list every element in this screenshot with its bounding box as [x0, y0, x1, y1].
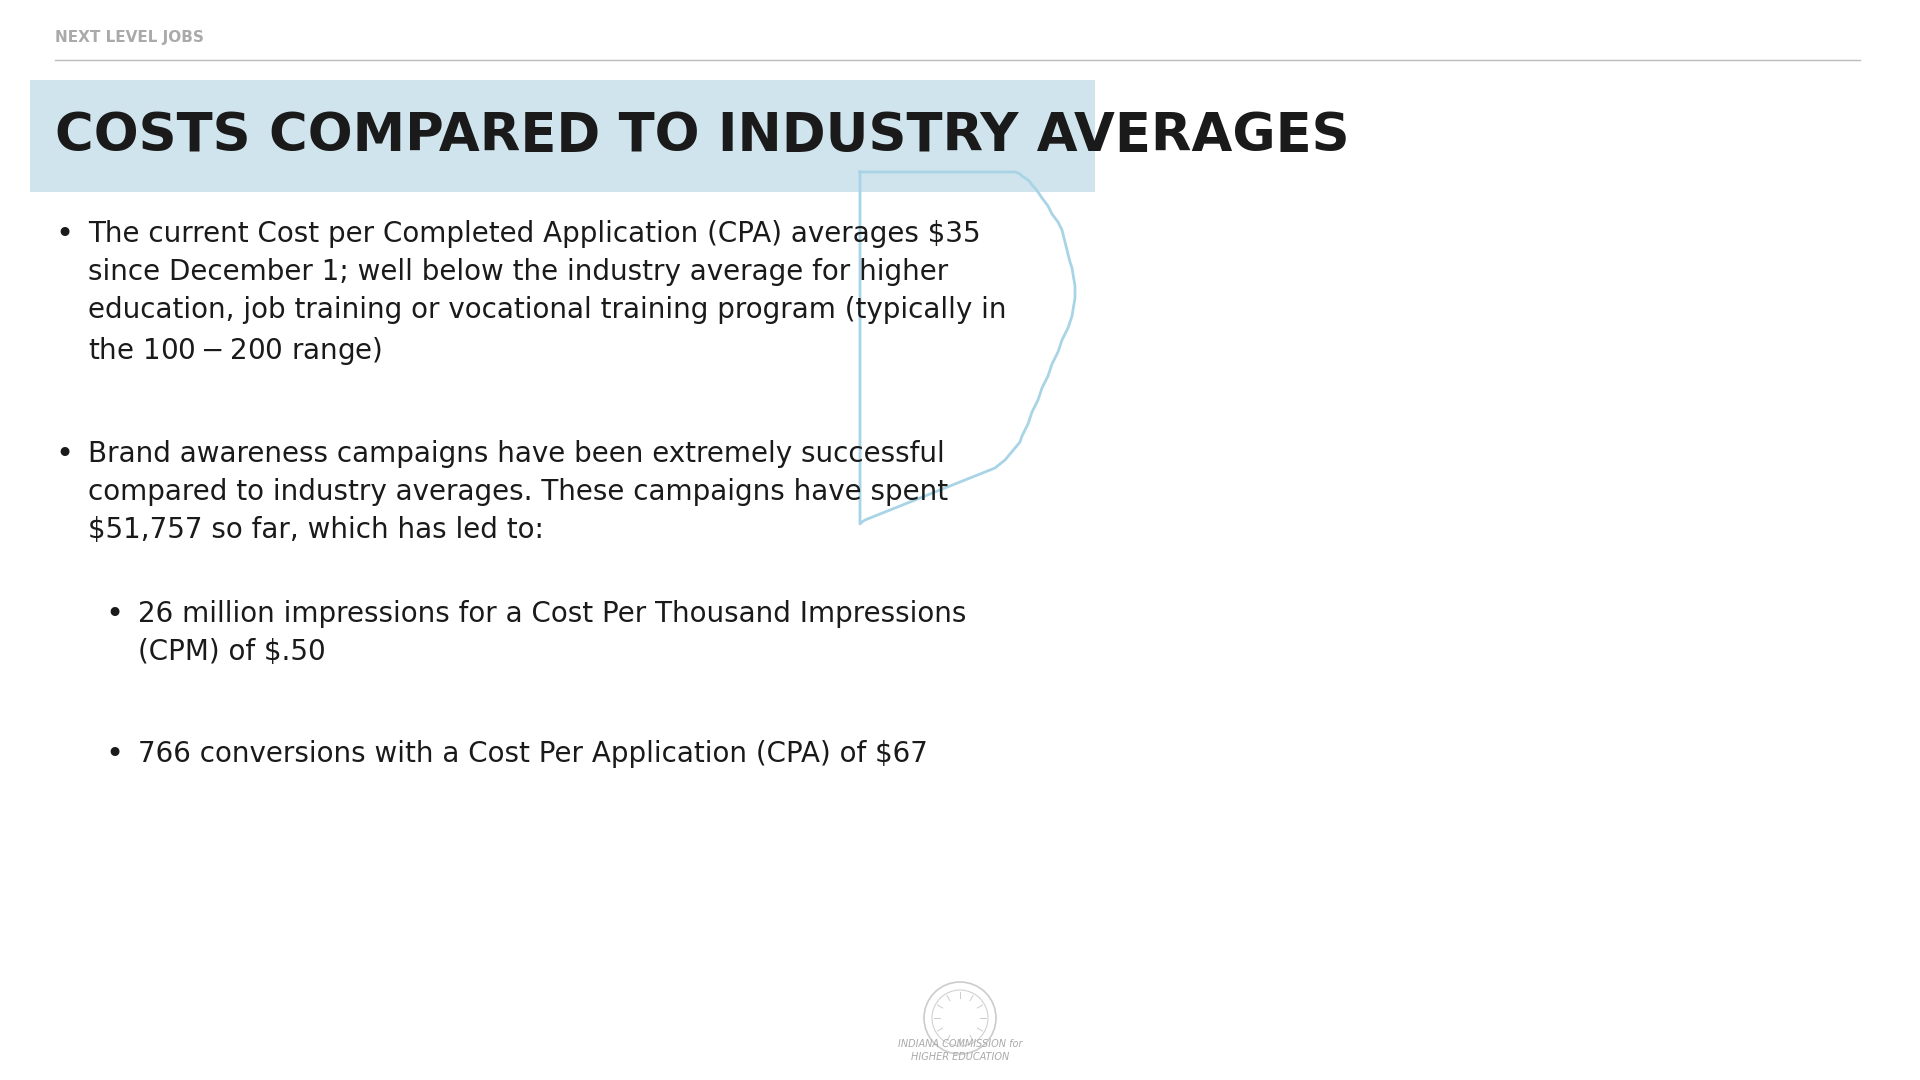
Text: Brand awareness campaigns have been extremely successful
compared to industry av: Brand awareness campaigns have been extr… [88, 440, 948, 544]
Text: •: • [56, 440, 73, 469]
Text: NEXT LEVEL JOBS: NEXT LEVEL JOBS [56, 30, 204, 45]
Text: The current Cost per Completed Application (CPA) averages $35
since December 1; : The current Cost per Completed Applicati… [88, 220, 1006, 366]
Text: INDIANA COMMISSION for
HIGHER EDUCATION: INDIANA COMMISSION for HIGHER EDUCATION [899, 1039, 1021, 1062]
Text: COSTS COMPARED TO INDUSTRY AVERAGES: COSTS COMPARED TO INDUSTRY AVERAGES [56, 110, 1350, 162]
Text: •: • [56, 220, 73, 249]
FancyBboxPatch shape [31, 80, 1094, 192]
Text: •: • [106, 600, 123, 629]
Text: •: • [106, 740, 123, 769]
Text: 766 conversions with a Cost Per Application (CPA) of $67: 766 conversions with a Cost Per Applicat… [138, 740, 927, 768]
Text: 26 million impressions for a Cost Per Thousand Impressions
(CPM) of $.50: 26 million impressions for a Cost Per Th… [138, 600, 966, 666]
